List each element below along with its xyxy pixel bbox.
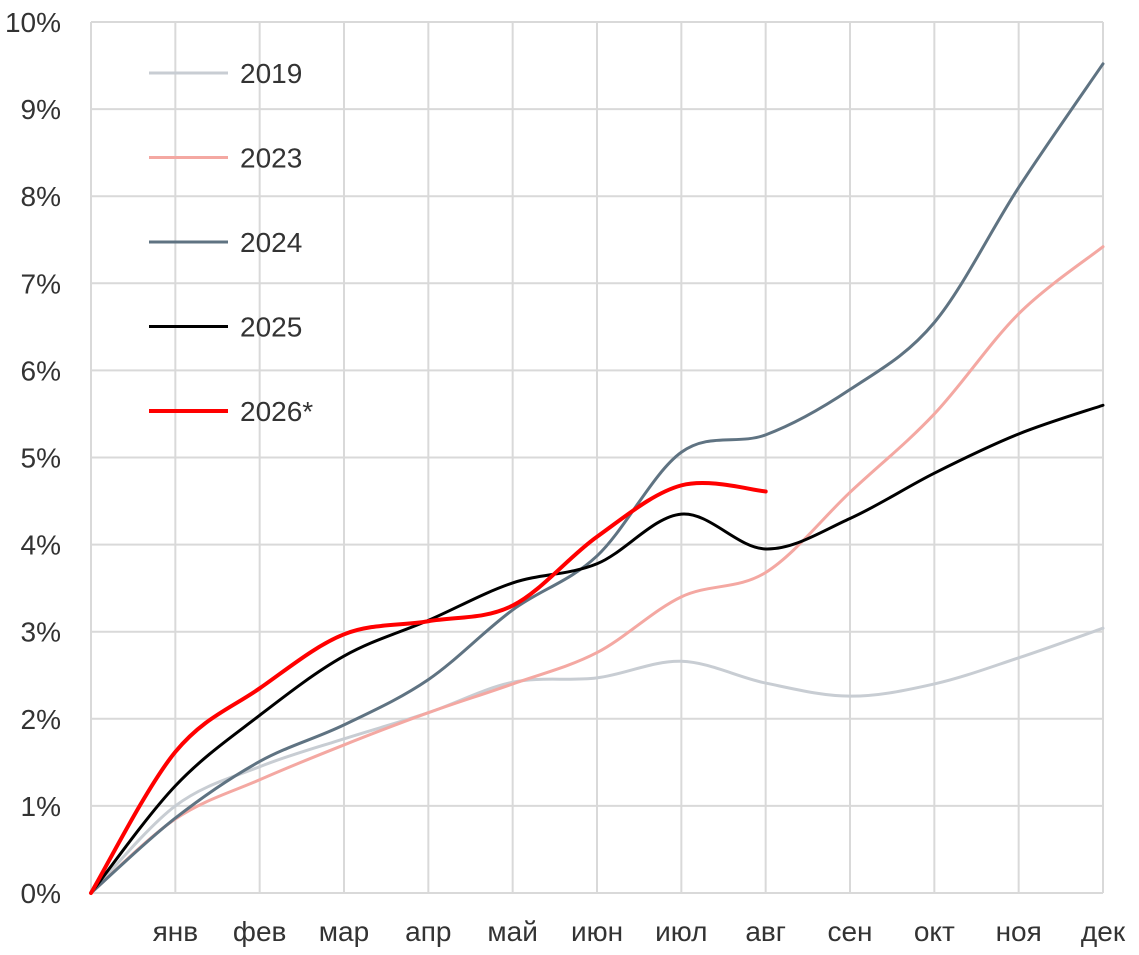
y-tick-label: 7% xyxy=(21,268,61,299)
x-tick-label: июн xyxy=(571,916,623,947)
legend-label: 2025 xyxy=(240,312,302,343)
x-tick-label: июл xyxy=(655,916,707,947)
legend: 2019 2023 2024 2025 2026* xyxy=(149,58,313,427)
x-tick-label: май xyxy=(487,916,537,947)
y-tick-label: 2% xyxy=(21,704,61,735)
series-line-2019 xyxy=(89,626,1105,895)
x-tick-label: сен xyxy=(827,916,872,947)
x-tick-label: фев xyxy=(233,916,286,947)
x-tick-label: апр xyxy=(405,916,451,947)
series-line-2024 xyxy=(89,62,1105,895)
x-tick-label: ноя xyxy=(996,916,1042,947)
y-tick-label: 5% xyxy=(21,443,61,474)
y-tick-label: 4% xyxy=(21,530,61,561)
legend-label: 2023 xyxy=(240,143,302,174)
x-tick-label: дек xyxy=(1081,916,1126,947)
x-tick-label: окт xyxy=(914,916,955,947)
y-tick-label: 9% xyxy=(21,94,61,125)
legend-label: 2019 xyxy=(240,58,302,89)
x-axis-tick-labels: янв фев мар апр май июн июл авг сен окт ноя дек xyxy=(153,916,1126,947)
y-axis-tick-labels: 0% 1% 2% 3% 4% 5% 6% 7% 8% 9% 10% xyxy=(5,7,61,909)
y-tick-label: 6% xyxy=(21,355,61,386)
x-tick-label: авг xyxy=(745,916,786,947)
legend-label: 2024 xyxy=(240,227,302,258)
x-tick-label: янв xyxy=(153,916,199,947)
series-lines xyxy=(89,62,1105,895)
y-tick-label: 8% xyxy=(21,181,61,212)
series-line-2026 xyxy=(89,481,768,895)
y-tick-label: 10% xyxy=(5,7,61,38)
series-line-2023 xyxy=(89,245,1105,895)
grid xyxy=(90,21,1104,894)
y-tick-label: 3% xyxy=(21,617,61,648)
y-tick-label: 1% xyxy=(21,791,61,822)
y-tick-label: 0% xyxy=(21,878,61,909)
x-tick-label: мар xyxy=(319,916,369,947)
series-line-2025 xyxy=(89,403,1105,895)
legend-label: 2026* xyxy=(240,396,313,427)
